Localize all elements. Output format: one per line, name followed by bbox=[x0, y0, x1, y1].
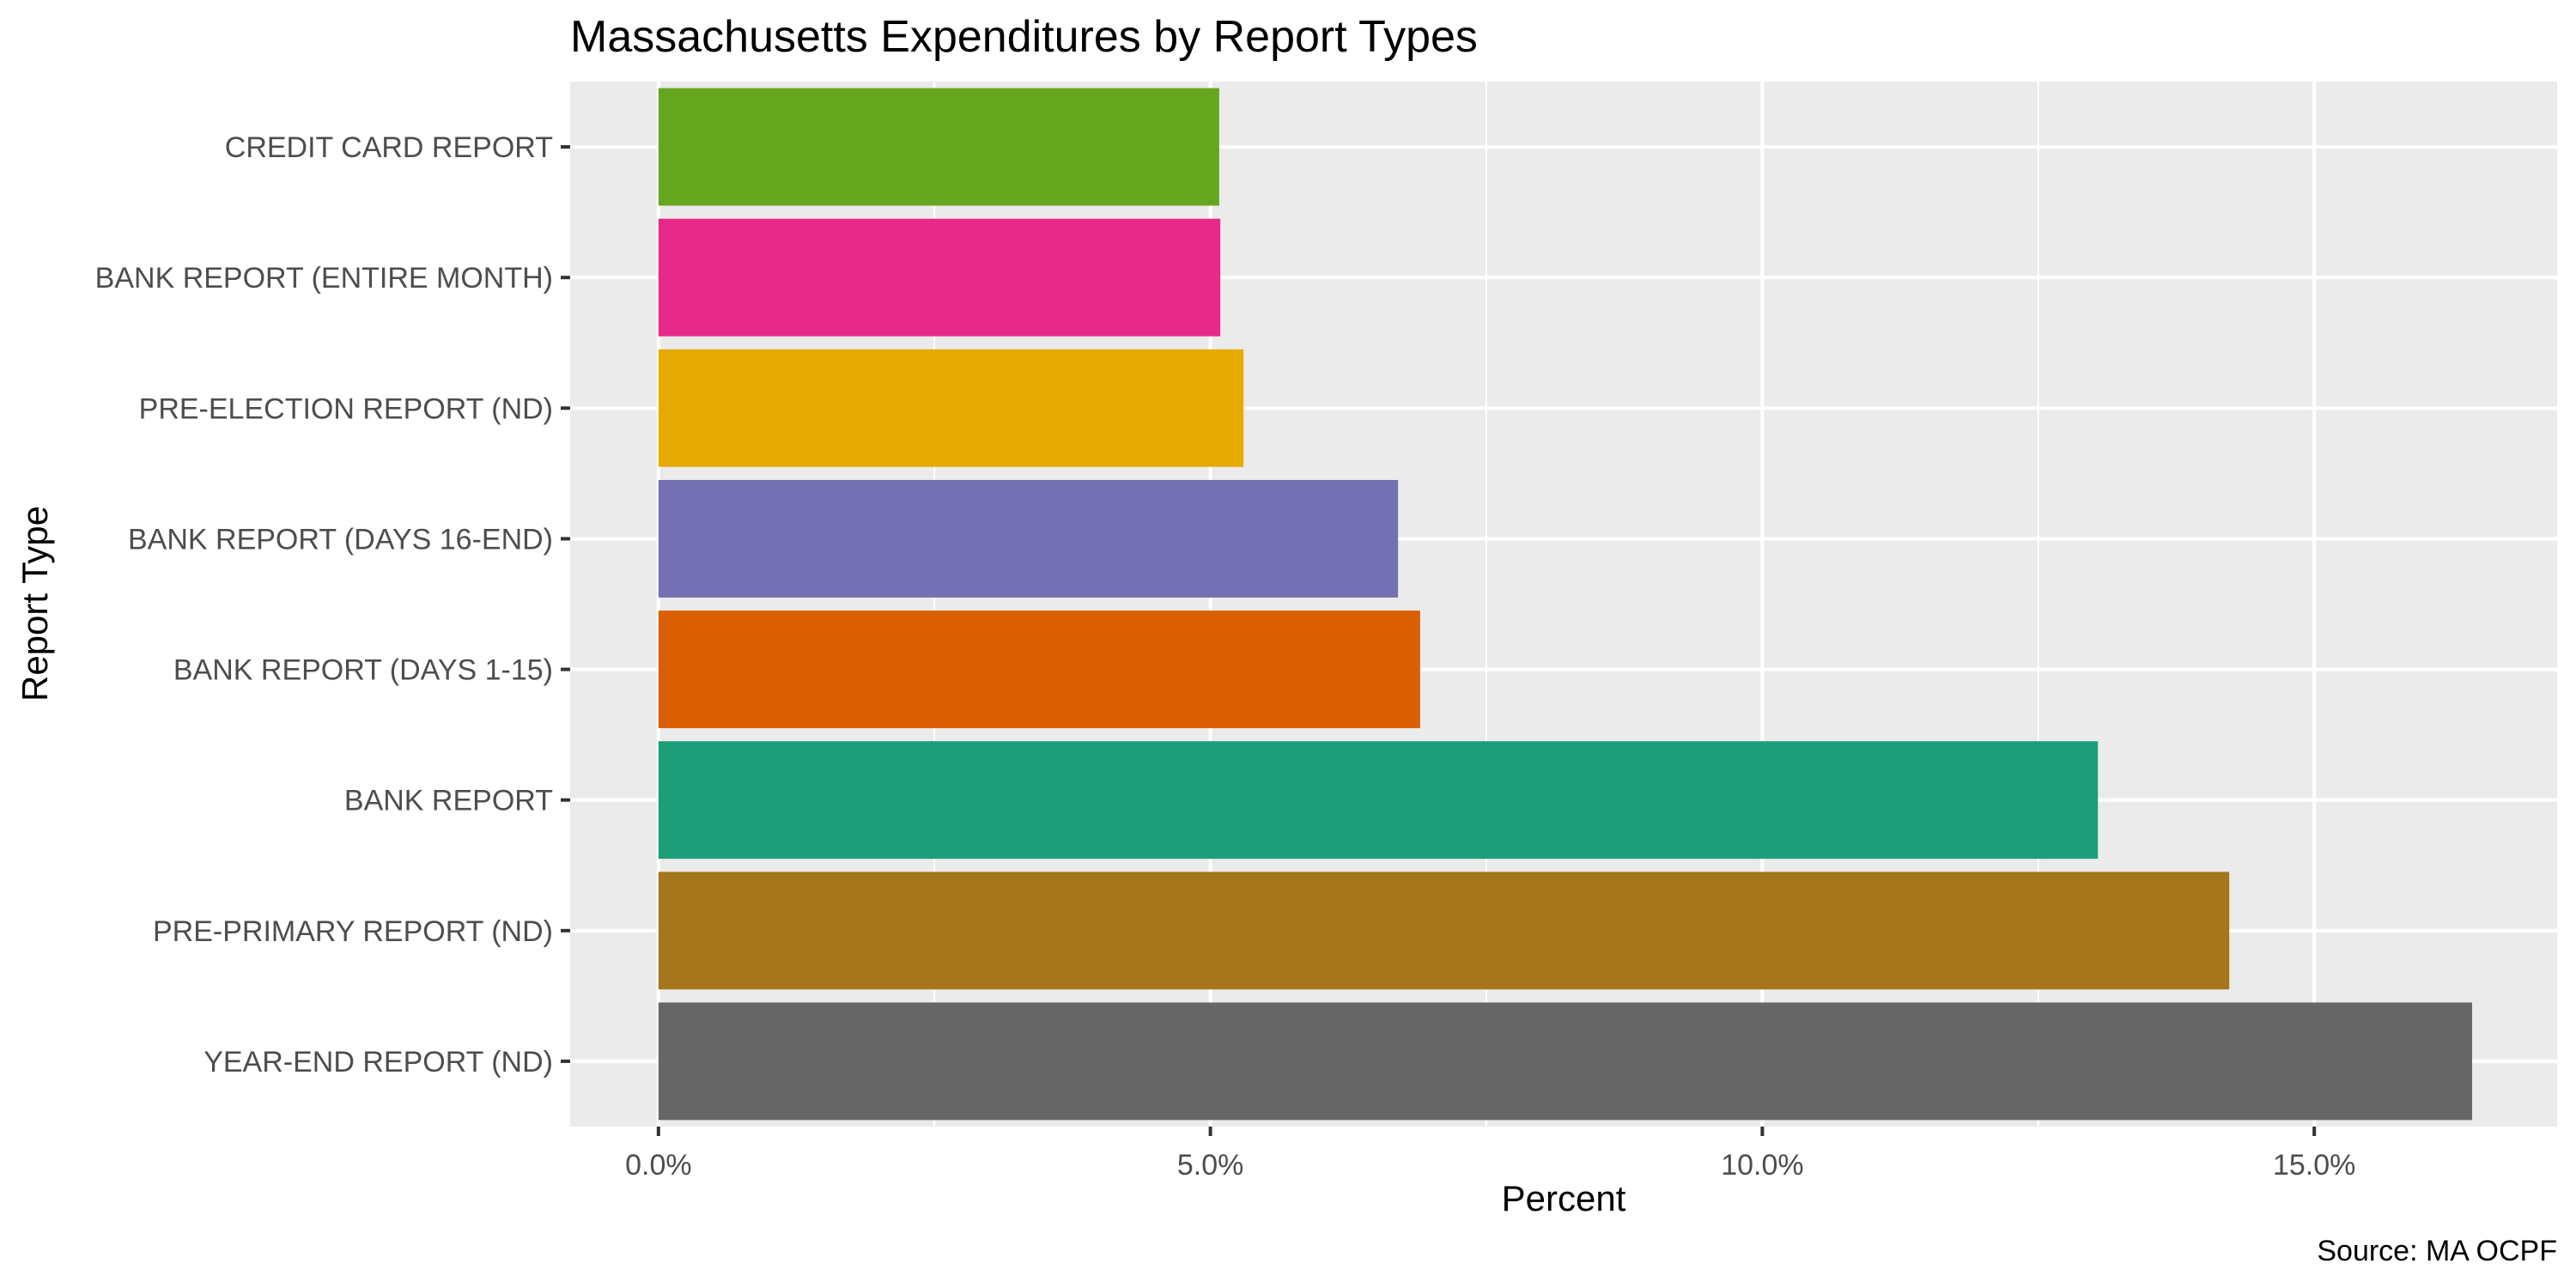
source-caption: Source: MA OCPF bbox=[2317, 1235, 2557, 1267]
bar bbox=[658, 611, 1420, 729]
x-tick-label: 0.0% bbox=[625, 1149, 692, 1182]
x-tick-label: 15.0% bbox=[2273, 1149, 2355, 1182]
y-tick-label: BANK REPORT (DAYS 1-15) bbox=[173, 654, 553, 687]
y-tick-label: CREDIT CARD REPORT bbox=[225, 131, 553, 164]
y-tick-label: BANK REPORT (DAYS 16-END) bbox=[128, 523, 553, 556]
y-tick-label: YEAR-END REPORT (ND) bbox=[204, 1046, 553, 1078]
y-tick-label: PRE-PRIMARY REPORT (ND) bbox=[153, 915, 553, 948]
y-axis-title: Report Type bbox=[15, 506, 55, 702]
bar bbox=[658, 479, 1399, 598]
chart-title: Massachusetts Expenditures by Report Typ… bbox=[570, 12, 1478, 62]
bar bbox=[658, 349, 1244, 467]
x-axis-title: Percent bbox=[1502, 1178, 1626, 1218]
bar bbox=[658, 218, 1221, 337]
x-tick-label: 10.0% bbox=[1721, 1149, 1803, 1182]
bar bbox=[658, 741, 2099, 860]
y-axis: CREDIT CARD REPORT BANK REPORT (ENTIRE MO… bbox=[95, 131, 570, 1078]
y-tick-label: BANK REPORT bbox=[344, 785, 553, 817]
x-tick-label: 5.0% bbox=[1177, 1149, 1244, 1182]
bar bbox=[658, 872, 2230, 990]
bar bbox=[658, 1002, 2473, 1121]
bars-layer bbox=[658, 88, 2473, 1121]
y-tick-label: BANK REPORT (ENTIRE MONTH) bbox=[95, 262, 553, 295]
x-axis: 0.0% 5.0% 10.0% 15.0% bbox=[625, 1127, 2355, 1182]
bar bbox=[658, 88, 1219, 206]
y-tick-label: PRE-ELECTION REPORT (ND) bbox=[139, 392, 553, 425]
